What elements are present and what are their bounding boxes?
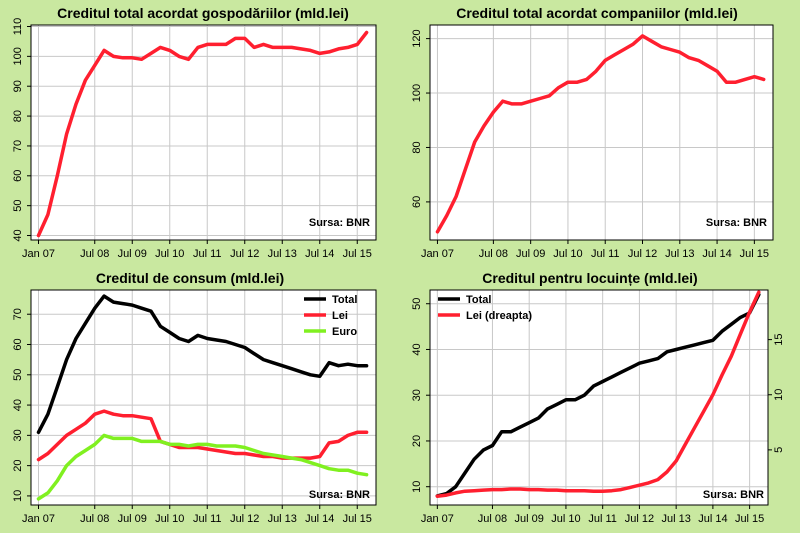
legend-label: Total [466,294,491,306]
y-tick-label: 10 [411,481,423,493]
chart-title: Creditul total acordat companiilor (mld.… [456,5,738,21]
x-tick-label: Jul 14 [305,248,334,260]
y-tick-label: 30 [411,389,423,401]
x-tick-label: Jul 12 [628,248,657,260]
y-tick-label: 60 [12,170,24,182]
x-tick-label: Jul 15 [735,513,764,525]
x-tick-label: Jul 14 [305,513,334,525]
x-tick-label: Jul 14 [702,248,731,260]
y-tick-label: 20 [12,460,24,472]
x-tick-label: Jul 13 [268,248,297,260]
y-tick-label: 70 [12,308,24,320]
x-tick-label: Jul 08 [80,513,109,525]
y2-tick-label: 15 [773,333,785,345]
source-note: Sursa: BNR [706,217,767,229]
y-tick-label: 70 [12,140,24,152]
y-tick-label: 40 [12,229,24,241]
source-note: Sursa: BNR [309,217,370,229]
plot-area [430,25,773,240]
x-tick-label: Jul 10 [553,248,582,260]
y-tick-label: 60 [12,338,24,350]
chart-1: Jan 07 Jul 08 Jul 09 Jul 10 Jul 11 Jul 12 Jul … [12,5,377,260]
y-tick-label: 40 [12,399,24,411]
x-tick-label: Jul 09 [516,248,545,260]
x-tick-label: Jul 12 [625,513,654,525]
plot-border [429,289,769,506]
y-tick-label: 10 [12,490,24,502]
x-tick-label: Jul 13 [665,248,694,260]
series-line-1 [36,30,369,238]
series-line-1 [435,34,766,234]
chart-title: Creditul pentru locuințe (mld.lei) [482,270,697,286]
x-tick-label: Jul 11 [193,513,222,525]
plot-border [30,289,377,506]
y-tick-label: 80 [12,110,24,122]
x-tick-label: Jul 11 [193,248,222,260]
x-tick-label: Jan 07 [22,513,55,525]
source-note: Sursa: BNR [309,489,370,501]
x-tick-label: Jul 12 [230,513,259,525]
chart-3: Jan 07 Jul 08 Jul 09 Jul 10 Jul 11 Jul 12 Jul … [12,270,377,525]
chart-title: Creditul de consum (mld.lei) [96,270,284,286]
y-tick-label: 50 [411,298,423,310]
plot-area [31,290,376,505]
y-tick-label: 30 [12,429,24,441]
source-note: Sursa: BNR [703,489,764,501]
plot-border [30,24,377,241]
series-line-lei-dreapta- [435,290,761,498]
x-tick-label: Jul 08 [478,513,507,525]
y2-tick-label: 10 [773,389,785,401]
x-tick-label: Jan 07 [22,248,55,260]
chart-4: Jan 07 Jul 08 Jul 09 Jul 10 Jul 11 Jul 12 Jul … [411,270,785,525]
y-tick-label: 120 [411,29,423,47]
x-tick-label: Jul 13 [661,513,690,525]
y-tick-label: 20 [411,435,423,447]
y-tick-label: 110 [12,18,24,36]
chart-title: Creditul total acordat gospodăriilor (ml… [57,5,349,21]
series-line-total [435,292,761,498]
plot-area [430,290,768,505]
y-tick-label: 50 [12,200,24,212]
x-tick-label: Jul 15 [343,248,372,260]
legend-label: Total [332,294,357,306]
plot-area [31,25,376,240]
x-tick-label: Jul 11 [588,513,617,525]
x-tick-label: Jul 14 [698,513,727,525]
x-tick-label: Jan 07 [421,513,454,525]
plot-border [429,24,774,241]
y-tick-label: 80 [411,141,423,153]
chart-2: Jan 07 Jul 08 Jul 09 Jul 10 Jul 11 Jul 12 Jul … [411,5,774,260]
x-tick-label: Jul 08 [479,248,508,260]
y-tick-label: 100 [12,47,24,65]
legend-label: Lei (dreapta) [466,310,532,322]
x-tick-label: Jul 11 [591,248,620,260]
legend-label: Lei [332,310,348,322]
y2-tick-label: 5 [773,447,785,453]
x-tick-label: Jul 10 [155,513,184,525]
y-tick-label: 90 [12,80,24,92]
series-line-lei [36,409,369,462]
y-tick-label: 60 [411,196,423,208]
y-tick-label: 50 [12,369,24,381]
x-tick-label: Jan 07 [421,248,454,260]
x-tick-label: Jul 15 [740,248,769,260]
x-tick-label: Jul 09 [515,513,544,525]
y-tick-label: 40 [411,343,423,355]
y-tick-label: 100 [411,84,423,102]
x-tick-label: Jul 13 [268,513,297,525]
x-tick-label: Jul 09 [118,248,147,260]
series-line-euro [36,433,369,501]
series-line-total [36,294,369,435]
legend-label: Euro [332,326,357,338]
x-tick-label: Jul 10 [551,513,580,525]
x-tick-label: Jul 15 [343,513,372,525]
x-tick-label: Jul 12 [230,248,259,260]
x-tick-label: Jul 08 [80,248,109,260]
x-tick-label: Jul 09 [118,513,147,525]
x-tick-label: Jul 10 [155,248,184,260]
